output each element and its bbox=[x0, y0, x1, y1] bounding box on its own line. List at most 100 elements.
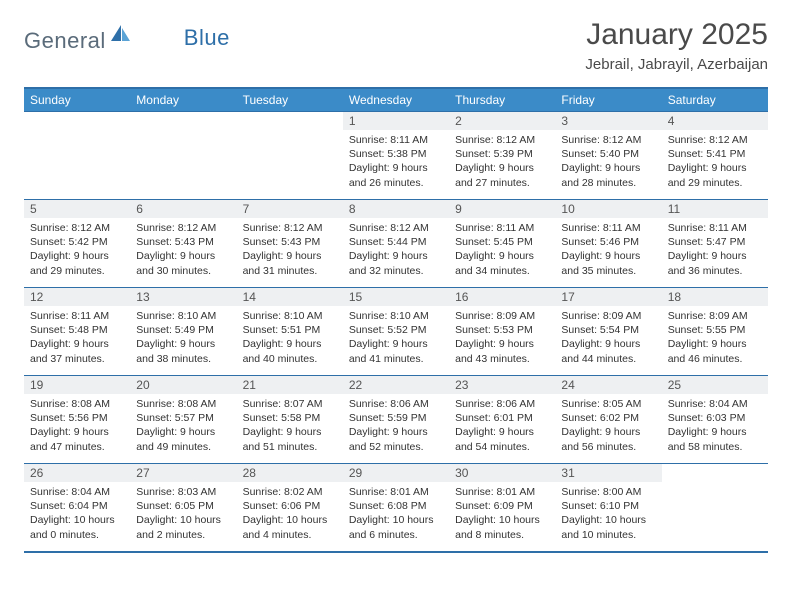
calendar-cell bbox=[662, 464, 768, 552]
header: General Blue January 2025 Jebrail, Jabra… bbox=[24, 18, 768, 73]
calendar-cell: 16Sunrise: 8:09 AMSunset: 5:53 PMDayligh… bbox=[449, 288, 555, 376]
day-number: 15 bbox=[343, 288, 449, 306]
calendar-week-row: 26Sunrise: 8:04 AMSunset: 6:04 PMDayligh… bbox=[24, 464, 768, 552]
day-number: 14 bbox=[237, 288, 343, 306]
calendar-cell: 11Sunrise: 8:11 AMSunset: 5:47 PMDayligh… bbox=[662, 200, 768, 288]
day-number: 28 bbox=[237, 464, 343, 482]
weekday-header: Monday bbox=[130, 88, 236, 112]
day-details: Sunrise: 8:11 AMSunset: 5:38 PMDaylight:… bbox=[343, 130, 449, 194]
calendar-cell: 22Sunrise: 8:06 AMSunset: 5:59 PMDayligh… bbox=[343, 376, 449, 464]
day-number: 17 bbox=[555, 288, 661, 306]
day-number: 4 bbox=[662, 112, 768, 130]
day-number: 20 bbox=[130, 376, 236, 394]
day-number: 31 bbox=[555, 464, 661, 482]
calendar-cell: 9Sunrise: 8:11 AMSunset: 5:45 PMDaylight… bbox=[449, 200, 555, 288]
day-number: 30 bbox=[449, 464, 555, 482]
weekday-header: Thursday bbox=[449, 88, 555, 112]
logo: General Blue bbox=[24, 18, 230, 57]
day-number: 27 bbox=[130, 464, 236, 482]
weekday-header: Saturday bbox=[662, 88, 768, 112]
day-details: Sunrise: 8:11 AMSunset: 5:47 PMDaylight:… bbox=[662, 218, 768, 282]
day-details: Sunrise: 8:04 AMSunset: 6:03 PMDaylight:… bbox=[662, 394, 768, 458]
calendar-cell: 24Sunrise: 8:05 AMSunset: 6:02 PMDayligh… bbox=[555, 376, 661, 464]
day-details: Sunrise: 8:12 AMSunset: 5:42 PMDaylight:… bbox=[24, 218, 130, 282]
calendar-week-row: 12Sunrise: 8:11 AMSunset: 5:48 PMDayligh… bbox=[24, 288, 768, 376]
calendar-cell: 2Sunrise: 8:12 AMSunset: 5:39 PMDaylight… bbox=[449, 112, 555, 200]
day-number: 23 bbox=[449, 376, 555, 394]
day-details: Sunrise: 8:01 AMSunset: 6:08 PMDaylight:… bbox=[343, 482, 449, 546]
calendar-cell bbox=[237, 112, 343, 200]
day-details: Sunrise: 8:09 AMSunset: 5:54 PMDaylight:… bbox=[555, 306, 661, 370]
calendar-cell bbox=[130, 112, 236, 200]
day-details: Sunrise: 8:12 AMSunset: 5:43 PMDaylight:… bbox=[237, 218, 343, 282]
calendar-cell: 30Sunrise: 8:01 AMSunset: 6:09 PMDayligh… bbox=[449, 464, 555, 552]
day-number: 22 bbox=[343, 376, 449, 394]
day-number: 19 bbox=[24, 376, 130, 394]
day-details: Sunrise: 8:00 AMSunset: 6:10 PMDaylight:… bbox=[555, 482, 661, 546]
calendar-cell: 18Sunrise: 8:09 AMSunset: 5:55 PMDayligh… bbox=[662, 288, 768, 376]
day-details: Sunrise: 8:11 AMSunset: 5:48 PMDaylight:… bbox=[24, 306, 130, 370]
day-details: Sunrise: 8:08 AMSunset: 5:57 PMDaylight:… bbox=[130, 394, 236, 458]
day-details: Sunrise: 8:06 AMSunset: 5:59 PMDaylight:… bbox=[343, 394, 449, 458]
weekday-header: Sunday bbox=[24, 88, 130, 112]
day-number: 18 bbox=[662, 288, 768, 306]
calendar-cell: 10Sunrise: 8:11 AMSunset: 5:46 PMDayligh… bbox=[555, 200, 661, 288]
calendar-cell: 5Sunrise: 8:12 AMSunset: 5:42 PMDaylight… bbox=[24, 200, 130, 288]
day-details: Sunrise: 8:10 AMSunset: 5:49 PMDaylight:… bbox=[130, 306, 236, 370]
calendar-cell: 12Sunrise: 8:11 AMSunset: 5:48 PMDayligh… bbox=[24, 288, 130, 376]
page-title: January 2025 bbox=[585, 18, 768, 52]
day-number: 5 bbox=[24, 200, 130, 218]
calendar-cell: 27Sunrise: 8:03 AMSunset: 6:05 PMDayligh… bbox=[130, 464, 236, 552]
day-details: Sunrise: 8:09 AMSunset: 5:55 PMDaylight:… bbox=[662, 306, 768, 370]
day-number: 24 bbox=[555, 376, 661, 394]
day-details: Sunrise: 8:12 AMSunset: 5:44 PMDaylight:… bbox=[343, 218, 449, 282]
day-details: Sunrise: 8:01 AMSunset: 6:09 PMDaylight:… bbox=[449, 482, 555, 546]
calendar-cell: 17Sunrise: 8:09 AMSunset: 5:54 PMDayligh… bbox=[555, 288, 661, 376]
day-number: 1 bbox=[343, 112, 449, 130]
day-number: 9 bbox=[449, 200, 555, 218]
calendar-cell bbox=[24, 112, 130, 200]
logo-text-general: General bbox=[24, 28, 106, 54]
day-number: 8 bbox=[343, 200, 449, 218]
day-number: 7 bbox=[237, 200, 343, 218]
day-details: Sunrise: 8:10 AMSunset: 5:51 PMDaylight:… bbox=[237, 306, 343, 370]
calendar-cell: 23Sunrise: 8:06 AMSunset: 6:01 PMDayligh… bbox=[449, 376, 555, 464]
day-number: 2 bbox=[449, 112, 555, 130]
day-details: Sunrise: 8:12 AMSunset: 5:41 PMDaylight:… bbox=[662, 130, 768, 194]
calendar-cell: 8Sunrise: 8:12 AMSunset: 5:44 PMDaylight… bbox=[343, 200, 449, 288]
calendar-cell: 19Sunrise: 8:08 AMSunset: 5:56 PMDayligh… bbox=[24, 376, 130, 464]
calendar-cell: 31Sunrise: 8:00 AMSunset: 6:10 PMDayligh… bbox=[555, 464, 661, 552]
calendar-cell: 4Sunrise: 8:12 AMSunset: 5:41 PMDaylight… bbox=[662, 112, 768, 200]
weekday-header: Friday bbox=[555, 88, 661, 112]
day-details: Sunrise: 8:12 AMSunset: 5:40 PMDaylight:… bbox=[555, 130, 661, 194]
calendar-cell: 20Sunrise: 8:08 AMSunset: 5:57 PMDayligh… bbox=[130, 376, 236, 464]
day-number: 10 bbox=[555, 200, 661, 218]
day-number: 25 bbox=[662, 376, 768, 394]
day-number: 11 bbox=[662, 200, 768, 218]
day-details: Sunrise: 8:11 AMSunset: 5:45 PMDaylight:… bbox=[449, 218, 555, 282]
calendar-cell: 6Sunrise: 8:12 AMSunset: 5:43 PMDaylight… bbox=[130, 200, 236, 288]
weekday-header-row: SundayMondayTuesdayWednesdayThursdayFrid… bbox=[24, 88, 768, 112]
day-number: 12 bbox=[24, 288, 130, 306]
day-details: Sunrise: 8:04 AMSunset: 6:04 PMDaylight:… bbox=[24, 482, 130, 546]
calendar-cell: 7Sunrise: 8:12 AMSunset: 5:43 PMDaylight… bbox=[237, 200, 343, 288]
day-details: Sunrise: 8:05 AMSunset: 6:02 PMDaylight:… bbox=[555, 394, 661, 458]
calendar-cell: 13Sunrise: 8:10 AMSunset: 5:49 PMDayligh… bbox=[130, 288, 236, 376]
calendar-cell: 3Sunrise: 8:12 AMSunset: 5:40 PMDaylight… bbox=[555, 112, 661, 200]
calendar-cell: 28Sunrise: 8:02 AMSunset: 6:06 PMDayligh… bbox=[237, 464, 343, 552]
day-details: Sunrise: 8:12 AMSunset: 5:39 PMDaylight:… bbox=[449, 130, 555, 194]
day-details: Sunrise: 8:09 AMSunset: 5:53 PMDaylight:… bbox=[449, 306, 555, 370]
calendar-cell: 15Sunrise: 8:10 AMSunset: 5:52 PMDayligh… bbox=[343, 288, 449, 376]
day-number: 6 bbox=[130, 200, 236, 218]
calendar-cell: 14Sunrise: 8:10 AMSunset: 5:51 PMDayligh… bbox=[237, 288, 343, 376]
calendar-week-row: 5Sunrise: 8:12 AMSunset: 5:42 PMDaylight… bbox=[24, 200, 768, 288]
calendar-cell: 29Sunrise: 8:01 AMSunset: 6:08 PMDayligh… bbox=[343, 464, 449, 552]
calendar-cell: 1Sunrise: 8:11 AMSunset: 5:38 PMDaylight… bbox=[343, 112, 449, 200]
weekday-header: Wednesday bbox=[343, 88, 449, 112]
day-number: 21 bbox=[237, 376, 343, 394]
day-details: Sunrise: 8:03 AMSunset: 6:05 PMDaylight:… bbox=[130, 482, 236, 546]
day-details: Sunrise: 8:10 AMSunset: 5:52 PMDaylight:… bbox=[343, 306, 449, 370]
day-details: Sunrise: 8:12 AMSunset: 5:43 PMDaylight:… bbox=[130, 218, 236, 282]
location: Jebrail, Jabrayil, Azerbaijan bbox=[585, 56, 768, 73]
day-details: Sunrise: 8:07 AMSunset: 5:58 PMDaylight:… bbox=[237, 394, 343, 458]
